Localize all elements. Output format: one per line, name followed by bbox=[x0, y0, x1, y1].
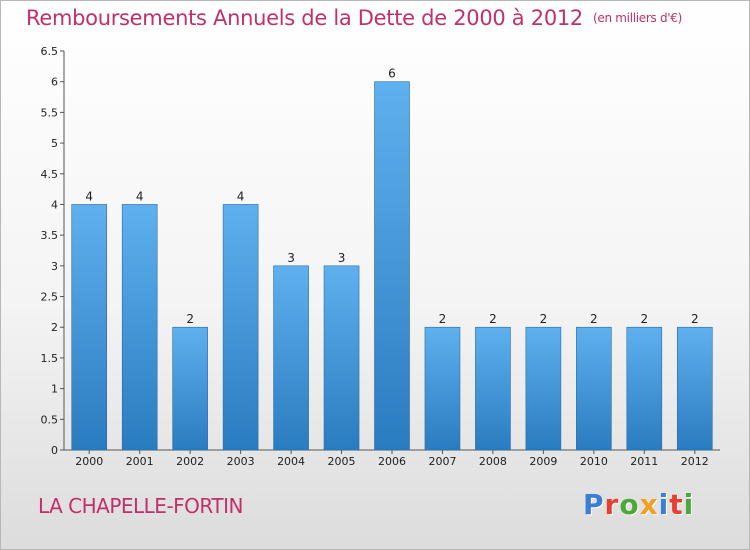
data-label: 2 bbox=[640, 312, 648, 326]
x-tick-label: 2008 bbox=[479, 455, 507, 468]
bar bbox=[576, 326, 612, 451]
bar bbox=[475, 326, 511, 451]
x-tick-label: 2006 bbox=[378, 455, 406, 468]
x-tick-label: 2004 bbox=[277, 455, 305, 468]
data-label: 2 bbox=[540, 312, 548, 326]
x-tick-label: 2010 bbox=[580, 455, 608, 468]
data-label: 4 bbox=[237, 189, 245, 203]
x-tick-label: 2007 bbox=[428, 455, 456, 468]
chart-subtitle: (en milliers d'€) bbox=[593, 11, 683, 25]
bar bbox=[71, 204, 108, 451]
data-label: 2 bbox=[691, 312, 699, 326]
y-tick-label: 6 bbox=[51, 76, 58, 89]
data-label: 3 bbox=[338, 251, 346, 265]
data-label: 2 bbox=[590, 312, 598, 326]
y-tick-label: 3.5 bbox=[41, 229, 59, 242]
logo-letter: i bbox=[658, 488, 670, 521]
data-label: 4 bbox=[136, 189, 144, 203]
chart-title-text: Remboursements Annuels de la Dette de 20… bbox=[26, 6, 583, 30]
y-tick-label: 3 bbox=[51, 260, 58, 273]
logo-letter: t bbox=[669, 488, 684, 521]
y-tick-label: 4.5 bbox=[41, 168, 59, 181]
logo-letter: i bbox=[683, 488, 695, 521]
y-tick-label: 4 bbox=[51, 198, 58, 211]
bar bbox=[273, 265, 309, 451]
y-tick-label: 1.5 bbox=[41, 352, 59, 365]
bar bbox=[121, 204, 158, 451]
y-tick-label: 0 bbox=[51, 444, 58, 457]
y-tick-label: 6.5 bbox=[41, 45, 59, 58]
x-tick-label: 2001 bbox=[126, 455, 154, 468]
y-tick-label: 2.5 bbox=[41, 291, 59, 304]
bar bbox=[323, 265, 360, 451]
bar bbox=[676, 326, 713, 451]
data-label: 2 bbox=[489, 312, 497, 326]
data-label: 3 bbox=[287, 251, 295, 265]
bar bbox=[222, 204, 259, 451]
chart-labels: 4 2000 4 2001 2 2002 4 2003 3 2004 3 2005 6 2006 2 2007… bbox=[75, 67, 709, 468]
commune-name: LA CHAPELLE-FORTIN bbox=[38, 494, 243, 518]
x-tick-label: 2003 bbox=[227, 455, 255, 468]
bar bbox=[172, 326, 208, 451]
x-tick-label: 2012 bbox=[681, 455, 709, 468]
bar bbox=[626, 326, 663, 451]
logo-letter: P bbox=[583, 488, 605, 521]
y-tick-label: 5 bbox=[51, 137, 58, 150]
data-label: 2 bbox=[439, 312, 447, 326]
bar bbox=[525, 326, 562, 451]
bar bbox=[424, 326, 461, 451]
x-tick-label: 2002 bbox=[176, 455, 204, 468]
data-label: 4 bbox=[85, 189, 93, 203]
data-label: 2 bbox=[186, 312, 194, 326]
x-tick-label: 2005 bbox=[328, 455, 356, 468]
logo-letter: x bbox=[639, 488, 659, 521]
x-tick-label: 2011 bbox=[630, 455, 658, 468]
logo-letter: o bbox=[619, 488, 640, 521]
chart-title: Remboursements Annuels de la Dette de 20… bbox=[26, 6, 682, 30]
y-tick-label: 0.5 bbox=[41, 413, 59, 426]
x-tick-label: 2000 bbox=[75, 455, 103, 468]
bar bbox=[374, 81, 410, 451]
x-tick-label: 2009 bbox=[529, 455, 557, 468]
y-tick-label: 1 bbox=[51, 383, 58, 396]
proxiti-logo: Proxiti bbox=[583, 488, 694, 521]
data-label: 6 bbox=[388, 67, 396, 81]
y-tick-label: 2 bbox=[51, 321, 58, 334]
chart-bars bbox=[71, 81, 713, 451]
logo-letter: r bbox=[604, 488, 620, 521]
y-tick-label: 5.5 bbox=[41, 106, 59, 119]
